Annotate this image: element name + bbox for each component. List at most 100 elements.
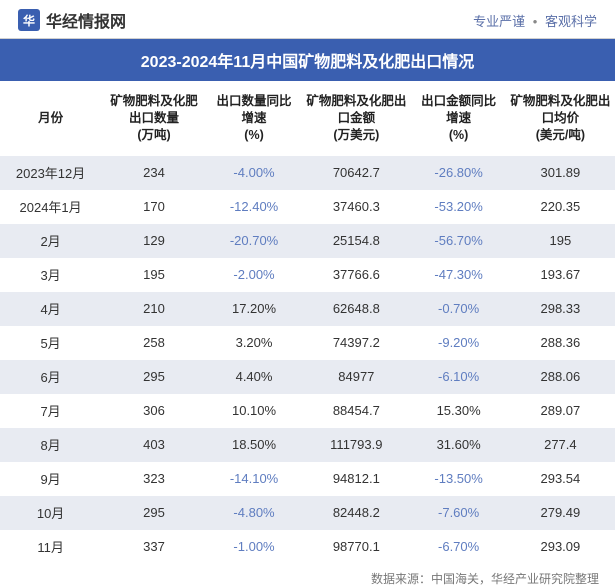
cell: 4月 [0, 292, 101, 326]
cell: -53.20% [412, 190, 506, 224]
cell: -56.70% [412, 224, 506, 258]
cell: -4.80% [207, 496, 301, 530]
cell: 288.06 [506, 360, 615, 394]
cell: 37766.6 [301, 258, 411, 292]
cell: 193.67 [506, 258, 615, 292]
cell: 279.49 [506, 496, 615, 530]
cell: 293.09 [506, 530, 615, 564]
cell: 210 [101, 292, 207, 326]
cell: 62648.8 [301, 292, 411, 326]
cell: 18.50% [207, 428, 301, 462]
tagline: 专业严谨 • 客观科学 [473, 11, 597, 30]
cell: 15.30% [412, 394, 506, 428]
table-row: 10月295-4.80%82448.2-7.60%279.49 [0, 496, 615, 530]
cell: 10月 [0, 496, 101, 530]
col-header-1: 矿物肥料及化肥出口数量(万吨) [101, 81, 207, 156]
col-header-4: 出口金额同比增速(%) [412, 81, 506, 156]
cell: 25154.8 [301, 224, 411, 258]
cell: 82448.2 [301, 496, 411, 530]
cell: 289.07 [506, 394, 615, 428]
cell: -9.20% [412, 326, 506, 360]
cell: -6.10% [412, 360, 506, 394]
cell: -47.30% [412, 258, 506, 292]
cell: -13.50% [412, 462, 506, 496]
cell: 17.20% [207, 292, 301, 326]
cell: 5月 [0, 326, 101, 360]
table-row: 8月40318.50%111793.931.60%277.4 [0, 428, 615, 462]
data-table: 月份矿物肥料及化肥出口数量(万吨)出口数量同比增速(%)矿物肥料及化肥出口金额(… [0, 81, 615, 564]
cell: -4.00% [207, 156, 301, 190]
cell: 220.35 [506, 190, 615, 224]
table-body: 2023年12月234-4.00%70642.7-26.80%301.89202… [0, 156, 615, 564]
col-header-5: 矿物肥料及化肥出口均价(美元/吨) [506, 81, 615, 156]
cell: 4.40% [207, 360, 301, 394]
cell: 323 [101, 462, 207, 496]
cell: 74397.2 [301, 326, 411, 360]
cell: 337 [101, 530, 207, 564]
cell: 9月 [0, 462, 101, 496]
cell: -14.10% [207, 462, 301, 496]
col-header-2: 出口数量同比增速(%) [207, 81, 301, 156]
site-name: 华经情报网 [46, 8, 126, 32]
cell: 84977 [301, 360, 411, 394]
table-row: 2月129-20.70%25154.8-56.70%195 [0, 224, 615, 258]
cell: -26.80% [412, 156, 506, 190]
table-row: 9月323-14.10%94812.1-13.50%293.54 [0, 462, 615, 496]
cell: 170 [101, 190, 207, 224]
table-head: 月份矿物肥料及化肥出口数量(万吨)出口数量同比增速(%)矿物肥料及化肥出口金额(… [0, 81, 615, 156]
cell: -12.40% [207, 190, 301, 224]
cell: 98770.1 [301, 530, 411, 564]
cell: 195 [101, 258, 207, 292]
cell: 277.4 [506, 428, 615, 462]
cell: 2月 [0, 224, 101, 258]
cell: -1.00% [207, 530, 301, 564]
col-header-0: 月份 [0, 81, 101, 156]
table-row: 7月30610.10%88454.715.30%289.07 [0, 394, 615, 428]
cell: -0.70% [412, 292, 506, 326]
chart-title: 2023-2024年11月中国矿物肥料及化肥出口情况 [0, 39, 615, 81]
cell: 293.54 [506, 462, 615, 496]
tagline-left: 专业严谨 [473, 14, 525, 29]
cell: 3.20% [207, 326, 301, 360]
cell: 234 [101, 156, 207, 190]
cell: 306 [101, 394, 207, 428]
table-row: 5月2583.20%74397.2-9.20%288.36 [0, 326, 615, 360]
tagline-separator: • [533, 14, 538, 29]
cell: 301.89 [506, 156, 615, 190]
cell: 11月 [0, 530, 101, 564]
table-row: 3月195-2.00%37766.6-47.30%193.67 [0, 258, 615, 292]
cell: 7月 [0, 394, 101, 428]
cell: -2.00% [207, 258, 301, 292]
table-row: 2024年1月170-12.40%37460.3-53.20%220.35 [0, 190, 615, 224]
cell: 295 [101, 496, 207, 530]
data-table-wrap: 月份矿物肥料及化肥出口数量(万吨)出口数量同比增速(%)矿物肥料及化肥出口金额(… [0, 81, 615, 564]
cell: 403 [101, 428, 207, 462]
table-row: 2023年12月234-4.00%70642.7-26.80%301.89 [0, 156, 615, 190]
cell: 129 [101, 224, 207, 258]
table-row: 6月2954.40%84977-6.10%288.06 [0, 360, 615, 394]
cell: 298.33 [506, 292, 615, 326]
cell: 88454.7 [301, 394, 411, 428]
logo-section: 华 华经情报网 [18, 8, 126, 32]
cell: 288.36 [506, 326, 615, 360]
cell: 10.10% [207, 394, 301, 428]
col-header-3: 矿物肥料及化肥出口金额(万美元) [301, 81, 411, 156]
cell: 31.60% [412, 428, 506, 462]
cell: 2024年1月 [0, 190, 101, 224]
cell: -7.60% [412, 496, 506, 530]
cell: 295 [101, 360, 207, 394]
tagline-right: 客观科学 [545, 14, 597, 29]
cell: 258 [101, 326, 207, 360]
data-source-footer: 数据来源：中国海关，华经产业研究院整理 [0, 564, 615, 587]
page-header: 华 华经情报网 专业严谨 • 客观科学 [0, 0, 615, 39]
cell: 3月 [0, 258, 101, 292]
table-row: 4月21017.20%62648.8-0.70%298.33 [0, 292, 615, 326]
cell: 94812.1 [301, 462, 411, 496]
cell: 8月 [0, 428, 101, 462]
logo-icon: 华 [18, 9, 40, 31]
table-row: 11月337-1.00%98770.1-6.70%293.09 [0, 530, 615, 564]
cell: -6.70% [412, 530, 506, 564]
cell: 111793.9 [301, 428, 411, 462]
cell: 37460.3 [301, 190, 411, 224]
cell: 195 [506, 224, 615, 258]
